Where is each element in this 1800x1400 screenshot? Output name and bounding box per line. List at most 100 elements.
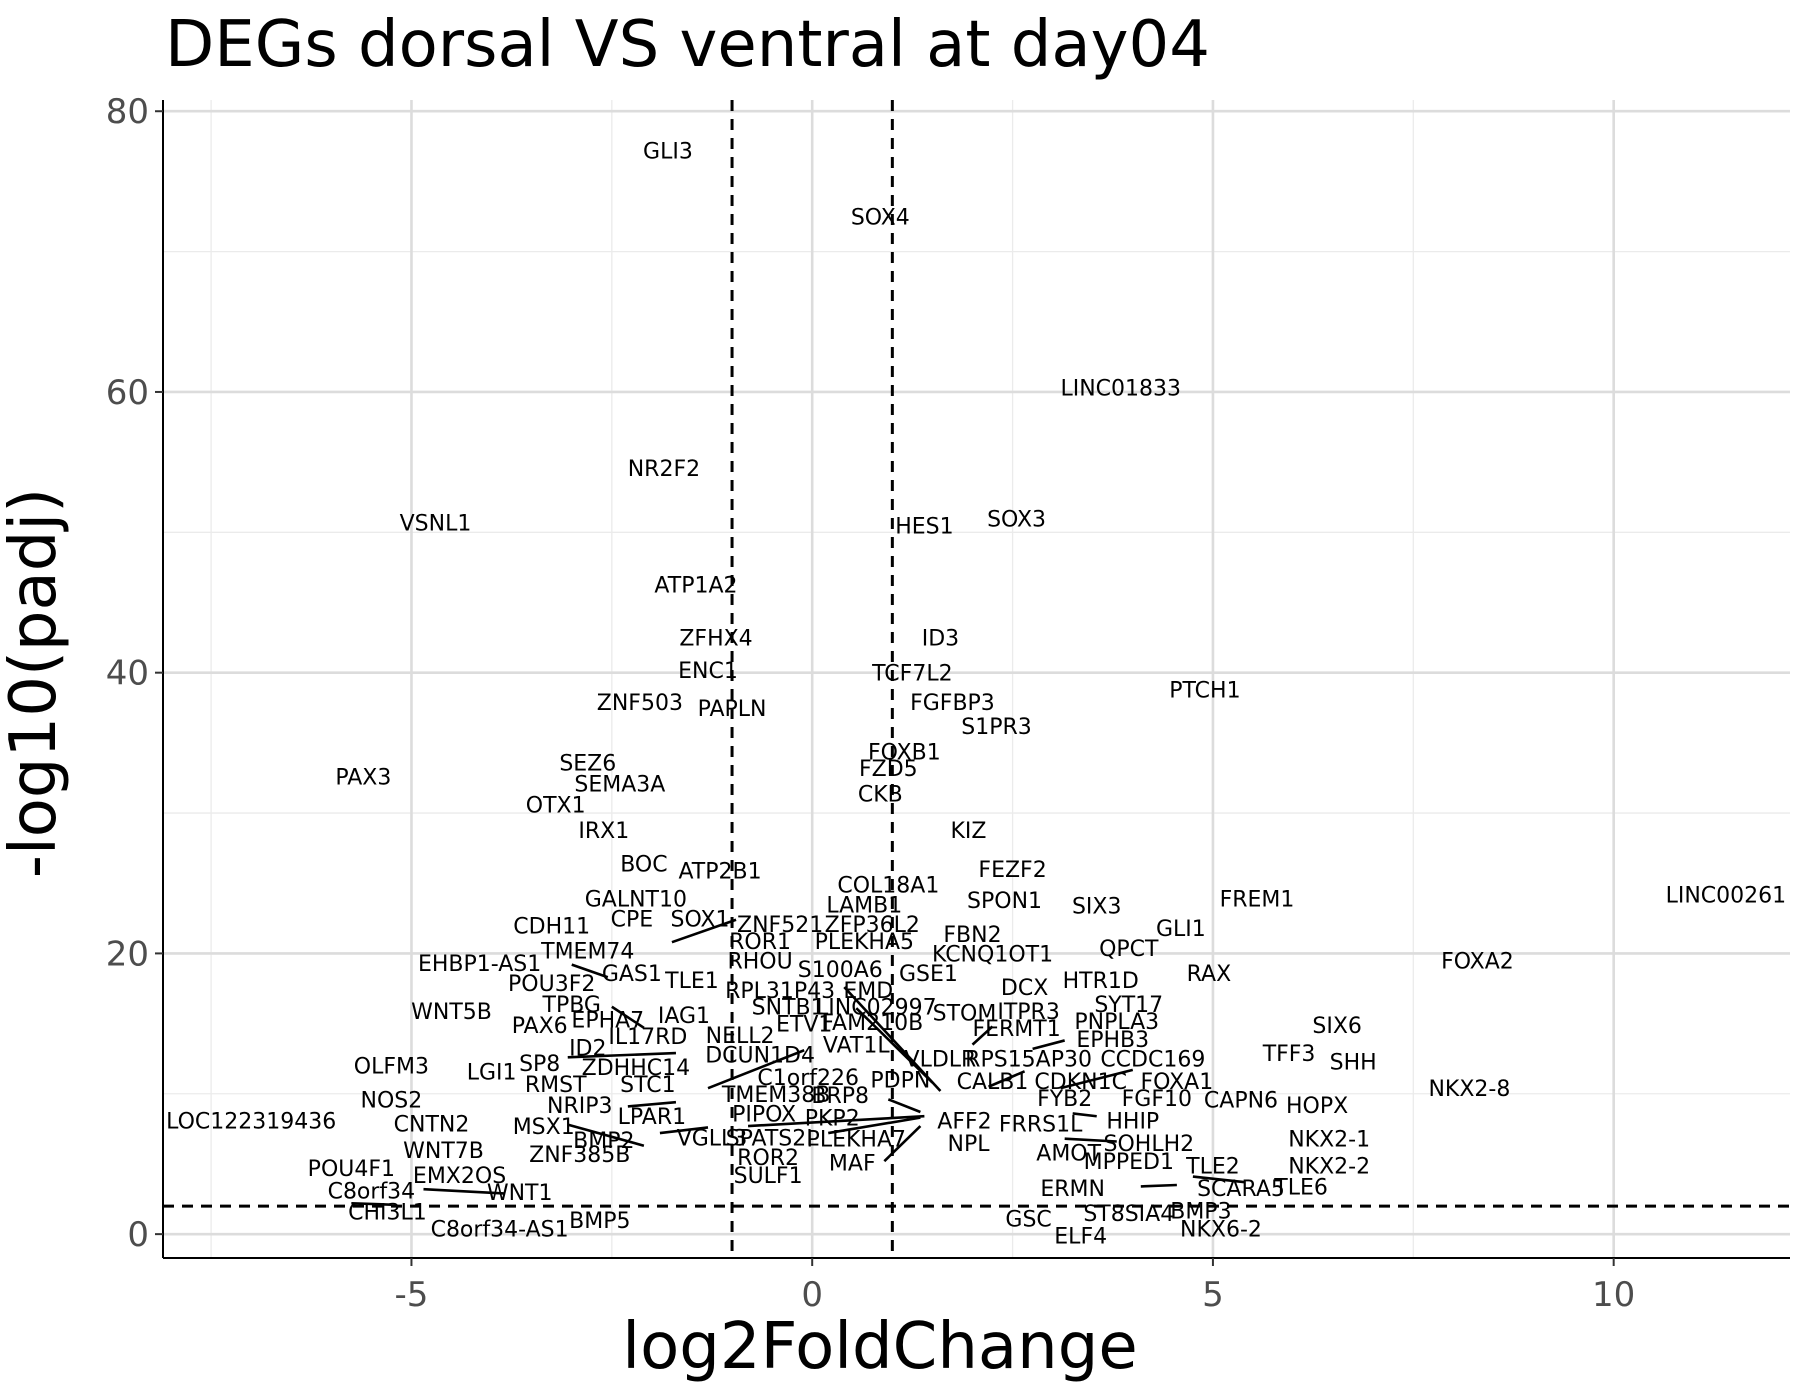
gene-label: NOS2	[361, 1088, 423, 1113]
gene-label: NKX2-2	[1288, 1154, 1370, 1179]
gene-label: ENC1	[678, 659, 738, 684]
label-connector	[1192, 1175, 1246, 1184]
gene-label: DCX	[1001, 976, 1048, 1001]
gene-label: C8orf34-AS1	[431, 1218, 569, 1243]
label-connector	[988, 1070, 1026, 1088]
gene-label: EPHA7	[571, 1008, 644, 1033]
label-connector	[748, 1114, 925, 1128]
gene-label: PNPLA3	[1074, 1010, 1159, 1035]
gene-label: RHOU	[727, 949, 792, 974]
gene-label: CPE	[611, 907, 654, 932]
gene-label: EHBP1-AS1	[418, 952, 541, 977]
gene-label: FYB2	[1037, 1087, 1092, 1112]
gene-label: MSX1	[513, 1115, 575, 1140]
gene-label: FRRS1L	[999, 1112, 1083, 1137]
y-axis-title: -log10(padj)	[0, 488, 71, 878]
axes: -5 0 5 10 0 20 40 60 80	[106, 92, 1790, 1315]
gene-label: ROR1	[729, 930, 791, 955]
gene-label: CNTN2	[394, 1112, 470, 1137]
gene-label: KIZ	[950, 819, 986, 844]
gene-label: TMEM38B	[721, 1083, 830, 1108]
x-tick-label: -5	[395, 1275, 429, 1315]
gene-label: SPON1	[967, 889, 1042, 914]
gene-label: IRX1	[578, 819, 629, 844]
gene-label: C1orf226	[757, 1066, 859, 1091]
gene-label: MAF	[829, 1152, 876, 1177]
gene-label: LINC02997	[816, 996, 937, 1021]
gene-label: TFF3	[1262, 1042, 1316, 1067]
gene-label: PLEKHA5	[815, 930, 914, 955]
gene-label: BMP3	[1170, 1199, 1231, 1224]
x-tick-label: 0	[801, 1275, 823, 1315]
gene-label: LOC122319436	[166, 1109, 336, 1134]
gene-label: TCF7L2	[871, 662, 952, 687]
gene-label: PDPN	[870, 1069, 930, 1094]
gene-label: ZNF521	[737, 913, 823, 938]
gene-label: SOX4	[851, 206, 910, 231]
gene-label: RMST	[525, 1073, 587, 1098]
gene-label: ITPR3	[997, 1000, 1059, 1025]
gene-label: EPHB3	[1076, 1028, 1149, 1053]
gene-label: ZDHHC14	[582, 1056, 690, 1081]
y-tick-label: 80	[106, 92, 149, 132]
gene-label: FERMT1	[972, 1017, 1060, 1042]
gene-label: GAS1	[602, 962, 662, 987]
gene-label: SEMA3A	[574, 773, 665, 798]
gene-label: GLI1	[1156, 917, 1206, 942]
x-axis-title: log2FoldChange	[622, 1310, 1137, 1384]
label-connector	[971, 1025, 994, 1046]
gene-label: RAX	[1187, 962, 1232, 987]
label-connector	[828, 1116, 921, 1135]
y-tick-label: 40	[106, 654, 149, 694]
gene-label: LINC01833	[1060, 377, 1181, 402]
gene-label: DCUN1D4	[705, 1043, 815, 1068]
gene-label: LAMB1	[826, 893, 902, 918]
gene-label: PIPOX	[732, 1102, 796, 1127]
gene-label: ID2	[569, 1036, 606, 1061]
gene-label: GALNT10	[585, 888, 687, 913]
gene-label: SIX3	[1072, 895, 1122, 920]
gene-label: PKP2	[805, 1107, 860, 1132]
label-connector	[567, 1051, 676, 1059]
gene-label: FGF10	[1122, 1087, 1192, 1112]
gene-label: GSC	[1005, 1208, 1051, 1233]
gene-label: SPATS2L	[726, 1126, 820, 1151]
gene-label: SOHLH2	[1104, 1132, 1195, 1157]
gene-label: STC1	[620, 1073, 675, 1098]
gene-label: SIX6	[1312, 1014, 1362, 1039]
gene-label: FGFBP3	[910, 691, 995, 716]
gene-label: GSE1	[899, 962, 958, 987]
gene-label: AFF2	[937, 1109, 991, 1134]
gene-label: QPCT	[1099, 937, 1159, 962]
gene-label: ZFHX4	[679, 627, 752, 652]
label-connector	[1140, 1183, 1177, 1188]
gene-label: NKX2-1	[1288, 1128, 1370, 1153]
chart-title: DEGs dorsal VS ventral at day04	[165, 8, 1210, 82]
gene-label: HHIP	[1106, 1109, 1159, 1134]
gene-label: NKX6-2	[1180, 1218, 1262, 1243]
gene-label: PTCH1	[1169, 679, 1240, 704]
label-connector	[571, 963, 609, 979]
gene-label: ROR2	[737, 1146, 799, 1171]
gene-label: ELF4	[1054, 1225, 1107, 1250]
gene-label: VGLL3	[677, 1126, 748, 1151]
label-connector	[1060, 1068, 1134, 1090]
gene-label: ERMN	[1040, 1177, 1105, 1202]
gene-label: IL17RD	[608, 1025, 687, 1050]
gene-label: S100A6	[798, 958, 883, 983]
y-tick-label: 20	[106, 934, 149, 974]
gene-label: SCARA5	[1197, 1177, 1285, 1202]
label-connector	[671, 918, 737, 944]
gene-label: SOX1	[671, 907, 730, 932]
gene-label: BOC	[620, 853, 667, 878]
gene-label: FEZF2	[978, 858, 1046, 883]
gene-label: AMOT	[1036, 1142, 1101, 1167]
x-tick-label: 10	[1592, 1275, 1635, 1315]
gene-label: WNT7B	[403, 1139, 484, 1164]
gene-label: SNTB1	[752, 996, 825, 1021]
gene-label: CALB1	[957, 1070, 1029, 1095]
gene-label: PAX6	[512, 1014, 568, 1039]
gene-label: VLDLR	[905, 1048, 977, 1073]
gene-label: LGI1	[467, 1060, 517, 1085]
gene-label: ATP2B1	[678, 860, 761, 885]
